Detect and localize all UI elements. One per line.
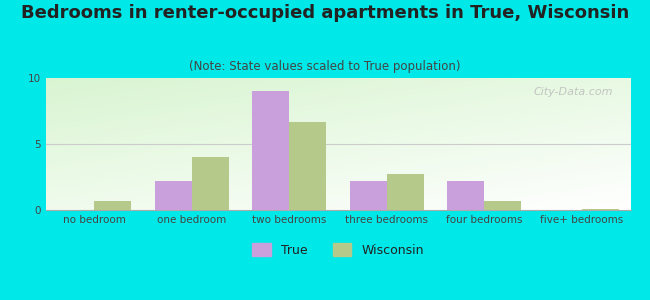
Text: (Note: State values scaled to True population): (Note: State values scaled to True popul… bbox=[189, 60, 461, 73]
Bar bbox=[447, 181, 484, 210]
Text: Bedrooms in renter-occupied apartments in True, Wisconsin: Bedrooms in renter-occupied apartments i… bbox=[21, 4, 629, 22]
Text: City-Data.com: City-Data.com bbox=[534, 87, 613, 97]
Bar bbox=[155, 181, 192, 210]
Bar bbox=[582, 209, 619, 210]
Bar bbox=[192, 157, 229, 210]
Bar bbox=[252, 91, 289, 210]
Legend: True, Wisconsin: True, Wisconsin bbox=[247, 238, 429, 262]
Bar bbox=[94, 201, 131, 210]
Bar bbox=[350, 181, 387, 210]
Bar bbox=[289, 122, 326, 210]
Bar bbox=[387, 174, 424, 210]
Bar bbox=[484, 201, 521, 210]
